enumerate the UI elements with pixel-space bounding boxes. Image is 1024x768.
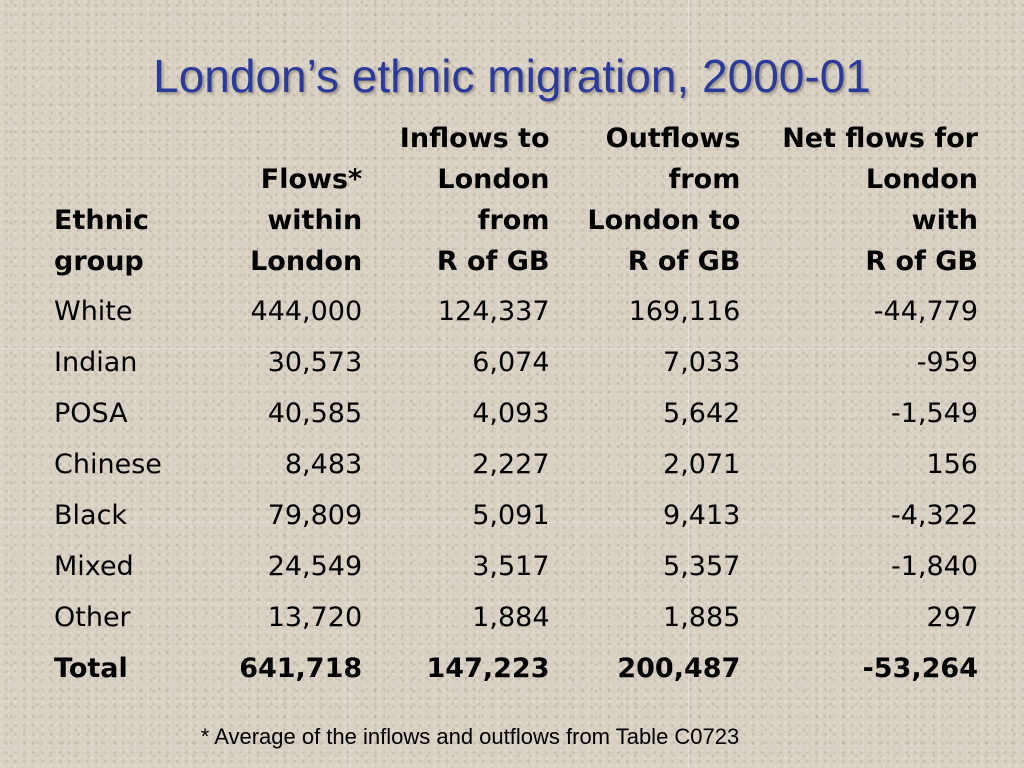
cell-net-flows: 156 [926,449,978,480]
background-tile-seam [0,348,1024,349]
cell-ethnic-group: Black [54,500,128,531]
cell-net-flows: 297 [926,602,978,633]
cell-flows-within: 8,483 [284,449,363,480]
table-row: POSA 40,585 4,093 5,642 -1,549 [42,388,988,439]
cell-flows-within: 444,000 [250,296,363,327]
cell-inflows: 6,074 [472,347,550,378]
cell-outflows: 9,413 [663,500,741,531]
cell-ethnic-group: Indian [54,347,138,378]
cell-outflows: 5,357 [663,551,741,582]
cell-ethnic-group: Mixed [54,551,134,582]
cell-flows-within: 40,585 [267,398,363,429]
table-row: Mixed 24,549 3,517 5,357 -1,840 [42,541,988,592]
cell-total-flows-within: 641,718 [239,653,363,684]
table-row: White 444,000 124,337 169,116 -44,779 [42,286,988,337]
cell-total-outflows: 200,487 [617,653,741,684]
cell-outflows: 169,116 [628,296,741,327]
background-tile-seam [688,0,689,768]
cell-inflows: 4,093 [472,398,550,429]
cell-outflows: 7,033 [663,347,741,378]
table-row: Other 13,720 1,884 1,885 297 [42,592,988,643]
background-tile-seam [349,0,350,768]
table-total-row: Total 641,718 147,223 200,487 -53,264 [42,643,988,694]
cell-net-flows: -959 [916,347,978,378]
cell-inflows: 2,227 [472,449,550,480]
cell-inflows: 124,337 [437,296,550,327]
cell-total-net-flows: -53,264 [862,653,978,684]
migration-table: Ethnic group Flows* within London Inflow… [42,118,988,694]
cell-flows-within: 24,549 [267,551,363,582]
cell-flows-within: 79,809 [267,500,363,531]
header-flows-within-london: Flows* within London [250,164,363,277]
table-row: Black 79,809 5,091 9,413 -4,322 [42,490,988,541]
header-ethnic-group: Ethnic group [54,205,150,277]
cell-net-flows: -1,549 [890,398,978,429]
background-tile-seam [0,522,1024,523]
cell-outflows: 5,642 [663,398,741,429]
table-row: Indian 30,573 6,074 7,033 -959 [42,337,988,388]
header-net-flows: Net flows for London with R of GB [782,123,978,277]
cell-net-flows: -44,779 [873,296,978,327]
table-header-row: Ethnic group Flows* within London Inflow… [42,118,988,286]
cell-ethnic-group: White [54,296,133,327]
header-inflows-to-london: Inflows to London from R of GB [399,123,550,277]
cell-net-flows: -4,322 [890,500,978,531]
cell-inflows: 3,517 [472,551,550,582]
cell-outflows: 1,885 [663,602,741,633]
cell-flows-within: 13,720 [267,602,363,633]
cell-ethnic-group: Other [54,602,131,633]
cell-inflows: 1,884 [472,602,550,633]
cell-inflows: 5,091 [472,500,550,531]
table-row: Chinese 8,483 2,227 2,071 156 [42,439,988,490]
cell-total-inflows: 147,223 [426,653,550,684]
cell-flows-within: 30,573 [267,347,363,378]
header-outflows-from-london: Outflows from London to R of GB [587,123,741,277]
cell-net-flows: -1,840 [890,551,978,582]
slide-title: London’s ethnic migration, 2000-01 [153,50,871,102]
cell-ethnic-group: POSA [54,398,128,429]
cell-outflows: 2,071 [663,449,741,480]
footnote: * Average of the inflows and outflows fr… [200,724,740,749]
cell-ethnic-group: Chinese [54,449,162,480]
cell-total-label: Total [54,653,128,684]
